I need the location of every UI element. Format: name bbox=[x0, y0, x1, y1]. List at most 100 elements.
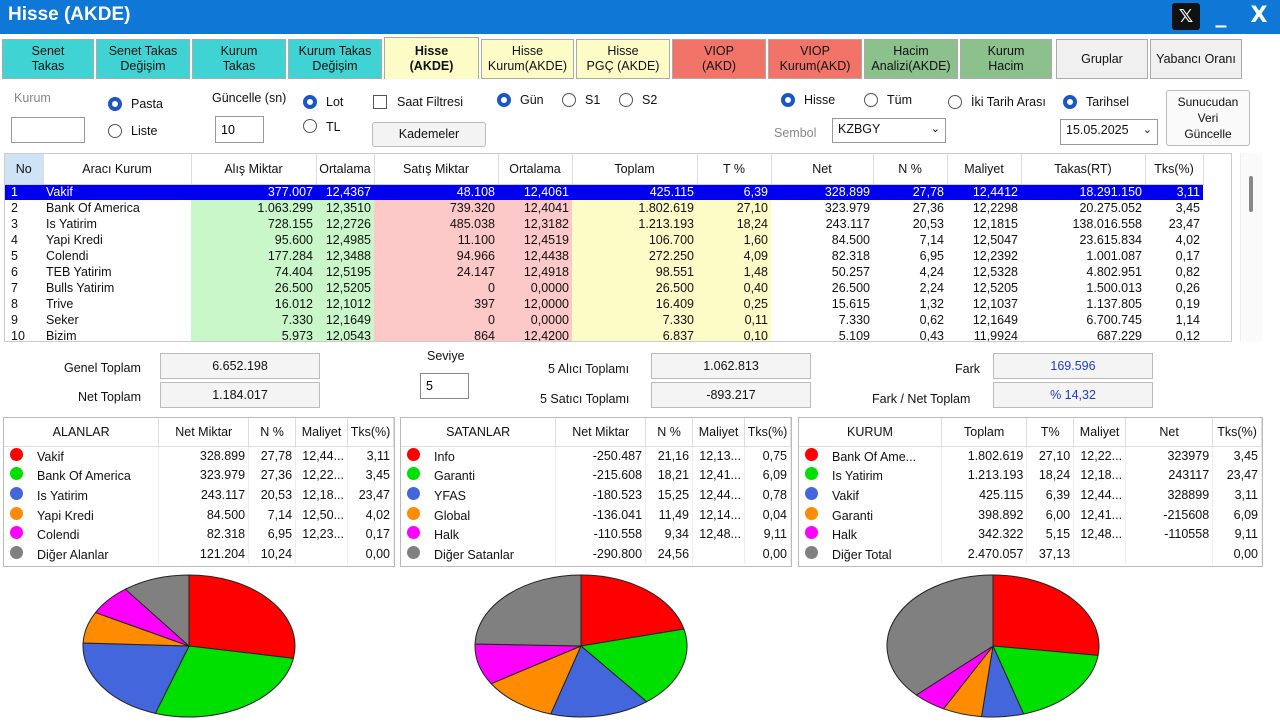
col-header-11[interactable]: Takas(RT) bbox=[1021, 154, 1146, 185]
alanlar-pie-chart bbox=[82, 574, 296, 718]
table-row[interactable]: 9 Seker 7.330 12,1649 0 0,0000 7.330 0,11 7.330 0… bbox=[5, 312, 1203, 328]
cell: 12,1012 bbox=[316, 296, 374, 312]
legend-label: Garanti bbox=[832, 508, 873, 523]
table-row[interactable]: 2 Bank Of America 1.063.299 12,3510 739.320 1… bbox=[5, 200, 1203, 216]
table-row[interactable]: 10 Bizim 5.973 12,0543 864 12,4200 6.837 0,10 5.… bbox=[5, 328, 1203, 342]
guncelle-input[interactable] bbox=[215, 116, 264, 143]
cell: 12,44... bbox=[692, 485, 745, 505]
iki-tarih-label: İki Tarih Arası bbox=[971, 95, 1046, 109]
tarihsel-radio[interactable] bbox=[1063, 95, 1077, 109]
kademeler-button[interactable]: Kademeler bbox=[372, 122, 486, 147]
tab-11[interactable]: Gruplar bbox=[1056, 39, 1148, 79]
kurum-header-1: Toplam bbox=[941, 418, 1028, 447]
cell: 12,5205 bbox=[972, 280, 1018, 295]
cell: 5 bbox=[11, 248, 18, 263]
tab-4[interactable]: Hisse (AKDE) bbox=[384, 37, 479, 79]
cell: Colendi bbox=[46, 248, 89, 263]
cell: 27,36 bbox=[912, 200, 944, 215]
tab-12[interactable]: Yabancı Oranı bbox=[1150, 39, 1242, 79]
seviye-input[interactable] bbox=[420, 373, 469, 399]
scrollbar-thumb[interactable] bbox=[1249, 176, 1253, 212]
tab-5[interactable]: Hisse Kurum(AKDE) bbox=[481, 39, 574, 79]
saat-filtresi-checkbox[interactable] bbox=[373, 95, 387, 109]
cell: 12,4985 bbox=[316, 232, 374, 248]
alanlar-header-2: N % bbox=[248, 418, 297, 447]
col-header-3[interactable]: Ortalama bbox=[316, 154, 375, 185]
col-header-9[interactable]: N % bbox=[873, 154, 948, 185]
cell: 12,18... bbox=[1073, 465, 1127, 486]
col-header-8[interactable]: Net bbox=[771, 154, 874, 185]
cell: 18,21 bbox=[645, 465, 694, 486]
sembol-select[interactable]: KZBGY ⌄ bbox=[832, 118, 946, 143]
hisse-radio[interactable] bbox=[781, 93, 795, 107]
col-header-4[interactable]: Satış Miktar bbox=[374, 154, 499, 185]
col-header-5[interactable]: Ortalama bbox=[498, 154, 573, 185]
col-header-12[interactable]: Tks(%) bbox=[1145, 154, 1204, 185]
cell: 9,34 bbox=[645, 524, 694, 544]
sunucudan-guncelle-button[interactable]: Sunucudan Veri Güncelle bbox=[1166, 90, 1250, 146]
date-picker[interactable]: 15.05.2025 ⌄ bbox=[1060, 119, 1158, 145]
liste-radio[interactable] bbox=[108, 124, 122, 138]
col-header-1[interactable]: Aracı Kurum bbox=[43, 154, 192, 185]
tab-6[interactable]: Hisse PGÇ (AKDE) bbox=[576, 39, 670, 79]
tab-9[interactable]: Hacim Analizi(AKDE) bbox=[864, 39, 958, 79]
pie-slice bbox=[124, 574, 190, 648]
cell: 12,44... bbox=[295, 446, 348, 466]
cell: 9 bbox=[11, 312, 18, 327]
col-header-7[interactable]: T % bbox=[697, 154, 772, 185]
table-row[interactable]: 1 Vakif 377.007 12,4367 48.108 12,4061 425.115… bbox=[5, 184, 1203, 200]
broker-table[interactable]: No Aracı Kurum Alış Miktar Ortalama Satış Mi… bbox=[4, 153, 1232, 342]
cell: 3 bbox=[11, 216, 18, 231]
table-row[interactable]: 3 Is Yatirim 728.155 12,2726 485.038 12,3182 1… bbox=[5, 216, 1203, 232]
cell: 12,41... bbox=[1073, 504, 1127, 525]
tl-radio[interactable] bbox=[303, 119, 317, 133]
cell: 4.802.951 bbox=[1086, 264, 1142, 279]
cell: 12,4438 bbox=[498, 248, 572, 264]
cell: 18,24 bbox=[697, 216, 771, 232]
iki-tarih-radio[interactable] bbox=[948, 95, 962, 109]
close-button[interactable]: X bbox=[1250, 3, 1268, 28]
tum-radio[interactable] bbox=[864, 93, 878, 107]
cell: 323979 bbox=[1125, 446, 1214, 466]
col-header-2[interactable]: Alış Miktar bbox=[191, 154, 317, 185]
tab-1[interactable]: Senet Takas Değişim bbox=[96, 39, 190, 79]
table-row[interactable]: 5 Colendi 177.284 12,3488 94.966 12,4438 272.2… bbox=[5, 248, 1203, 264]
tab-3[interactable]: Kurum Takas Değişim bbox=[288, 39, 382, 79]
table-row[interactable]: 6 TEB Yatirim 74.404 12,5195 24.147 12,4918 98… bbox=[5, 264, 1203, 280]
legend-color-dot bbox=[10, 506, 23, 520]
tab-bar: Senet Takas Senet Takas Değişim Kurum Taka… bbox=[0, 37, 1280, 83]
x-logo-icon[interactable]: 𝕏 bbox=[1172, 3, 1200, 30]
s1-radio[interactable] bbox=[562, 93, 576, 107]
table-row[interactable]: 7 Bulls Yatirim 26.500 12,5205 0 0,0000 26.500… bbox=[5, 280, 1203, 296]
gun-radio[interactable] bbox=[497, 93, 511, 107]
cell: Bizim bbox=[46, 328, 77, 342]
cell bbox=[295, 543, 348, 564]
cell: 687.229 bbox=[1096, 328, 1142, 342]
kurum-input[interactable] bbox=[11, 117, 85, 143]
list-item: Is Yatirim 243.117 20,53 12,18... 23,47 bbox=[4, 485, 394, 505]
scrollbar[interactable] bbox=[1240, 153, 1262, 342]
lot-radio[interactable] bbox=[303, 95, 317, 109]
alanlar-panel: ALANLAR Net Miktar N % Maliyet Tks(%) Vakif 32… bbox=[3, 417, 395, 567]
cell: 12,23... bbox=[295, 524, 348, 544]
tab-7[interactable]: VIOP (AKD) bbox=[672, 39, 766, 79]
col-header-10[interactable]: Maliyet bbox=[947, 154, 1022, 185]
tab-2[interactable]: Kurum Takas bbox=[192, 39, 286, 79]
tab-0[interactable]: Senet Takas bbox=[2, 39, 94, 79]
table-row[interactable]: 4 Yapi Kredi 95.600 12,4985 11.100 12,4519 106… bbox=[5, 232, 1203, 248]
tab-8[interactable]: VIOP Kurum(AKD) bbox=[768, 39, 862, 79]
cell: -215.608 bbox=[555, 465, 647, 486]
cell: Trive bbox=[46, 296, 74, 311]
genel-toplam-value: 6.652.198 bbox=[160, 353, 320, 379]
cell: 0 bbox=[374, 312, 498, 328]
pasta-radio[interactable] bbox=[108, 97, 122, 111]
minimize-button[interactable]: _ bbox=[1215, 3, 1227, 28]
col-header-6[interactable]: Toplam bbox=[572, 154, 698, 185]
cell: 12,44... bbox=[1073, 485, 1127, 505]
col-header-0[interactable]: No bbox=[5, 154, 44, 185]
legend-label: Vakif bbox=[832, 488, 859, 503]
s2-radio[interactable] bbox=[619, 93, 633, 107]
tab-10[interactable]: Kurum Hacim bbox=[960, 39, 1052, 79]
table-row[interactable]: 8 Trive 16.012 12,1012 397 12,0000 16.409 0,25 1… bbox=[5, 296, 1203, 312]
cell: 6,09 bbox=[744, 465, 792, 486]
